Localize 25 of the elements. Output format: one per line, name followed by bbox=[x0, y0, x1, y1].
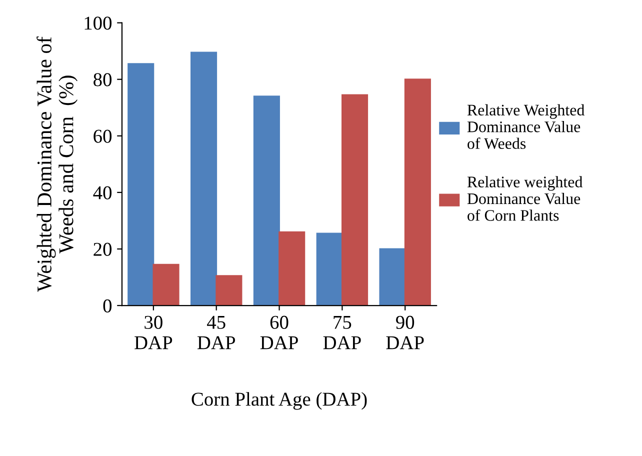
bar bbox=[341, 94, 368, 306]
bar bbox=[404, 78, 431, 306]
x-tick-label: 45 DAP bbox=[197, 316, 236, 350]
x-tick-label: 90 DAP bbox=[386, 316, 424, 350]
x-tick-label: 30 DAP bbox=[134, 316, 172, 350]
bar bbox=[379, 248, 406, 306]
y-tick-label: 40 bbox=[93, 186, 112, 200]
y-tick-label: 20 bbox=[94, 242, 112, 256]
y-tick-label: 100 bbox=[84, 16, 112, 30]
x-axis-title: Corn Plant Age (DAP) bbox=[192, 392, 367, 410]
legend-label: Relative Weighted Dominance Value of Weeds bbox=[467, 104, 585, 150]
bar bbox=[152, 264, 180, 306]
bar bbox=[316, 232, 343, 306]
y-axis-title: Weighted Dominance Value of Weeds and Corn (%) bbox=[36, 36, 78, 292]
bar bbox=[128, 63, 154, 306]
y-tick-label: 60 bbox=[94, 130, 112, 143]
bar bbox=[278, 231, 306, 306]
bar bbox=[216, 275, 242, 306]
y-tick-label: 0 bbox=[103, 299, 112, 312]
y-tick-label: 80 bbox=[94, 73, 112, 86]
legend-label: Relative weighted Dominance Value of Corn Plants bbox=[467, 176, 583, 221]
bar bbox=[190, 52, 218, 306]
x-tick-label: 60 DAP bbox=[260, 316, 298, 350]
bar bbox=[253, 96, 280, 306]
x-tick-label: 75 DAP bbox=[323, 316, 361, 350]
